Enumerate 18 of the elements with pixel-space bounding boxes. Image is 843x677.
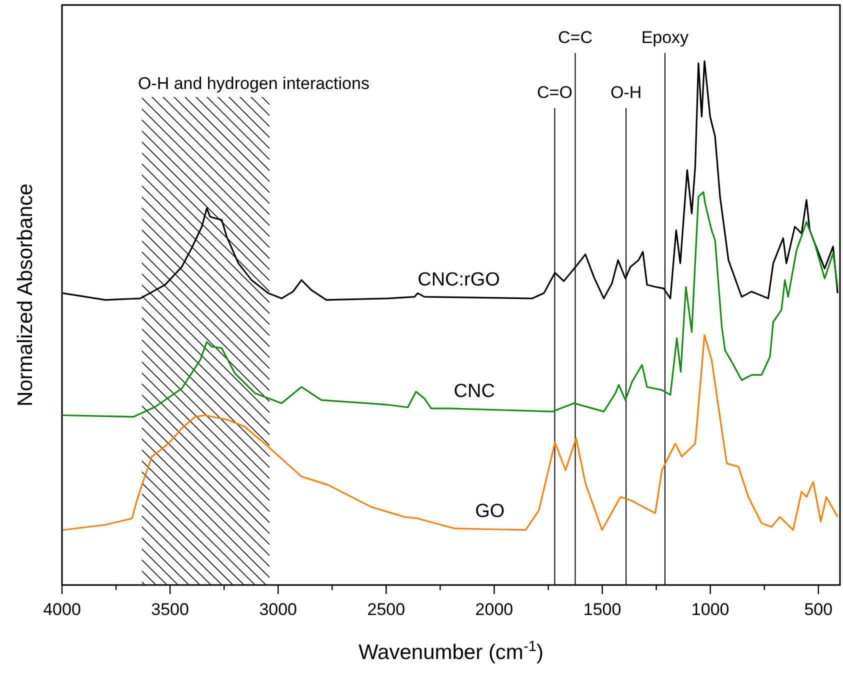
ref-line-label: C=C <box>558 28 593 47</box>
series-label: CNC <box>454 381 495 402</box>
x-tick-label: 3000 <box>259 600 298 619</box>
x-tick-label: 2000 <box>475 600 514 619</box>
ref-line-label: C=O <box>537 83 572 102</box>
band-label: O-H and hydrogen interactions <box>138 74 370 93</box>
ref-line-label: O-H <box>610 83 642 102</box>
x-axis-title: Wavenumber (cm$^{-1}$) <box>358 639 544 664</box>
series-label: GO <box>475 501 505 522</box>
x-tick-label: 2500 <box>367 600 406 619</box>
x-tick-label: 1500 <box>583 600 622 619</box>
ref-line-label: Epoxy <box>641 28 690 47</box>
x-tick-label: 4000 <box>43 600 81 619</box>
x-tick-label: 3500 <box>151 600 189 619</box>
y-axis-title: Normalized Absorbance <box>14 184 37 406</box>
series-label: CNC:rGO <box>418 269 500 290</box>
x-tick-label: 1000 <box>691 600 730 619</box>
x-tick-label: 500 <box>804 600 833 619</box>
